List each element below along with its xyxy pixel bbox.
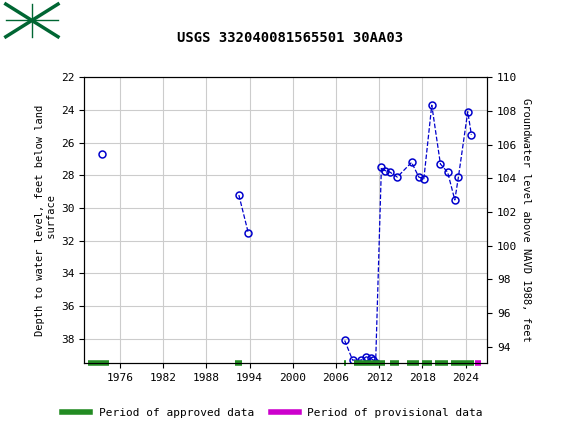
Text: USGS 332040081565501 30AA03: USGS 332040081565501 30AA03 bbox=[177, 31, 403, 45]
Y-axis label: Groundwater level above NAVD 1988, feet: Groundwater level above NAVD 1988, feet bbox=[521, 98, 531, 342]
Y-axis label: Depth to water level, feet below land
 surface: Depth to water level, feet below land su… bbox=[35, 105, 57, 336]
Text: USGS: USGS bbox=[67, 12, 110, 29]
FancyBboxPatch shape bbox=[6, 4, 58, 37]
Legend: Period of approved data, Period of provisional data: Period of approved data, Period of provi… bbox=[58, 403, 487, 422]
